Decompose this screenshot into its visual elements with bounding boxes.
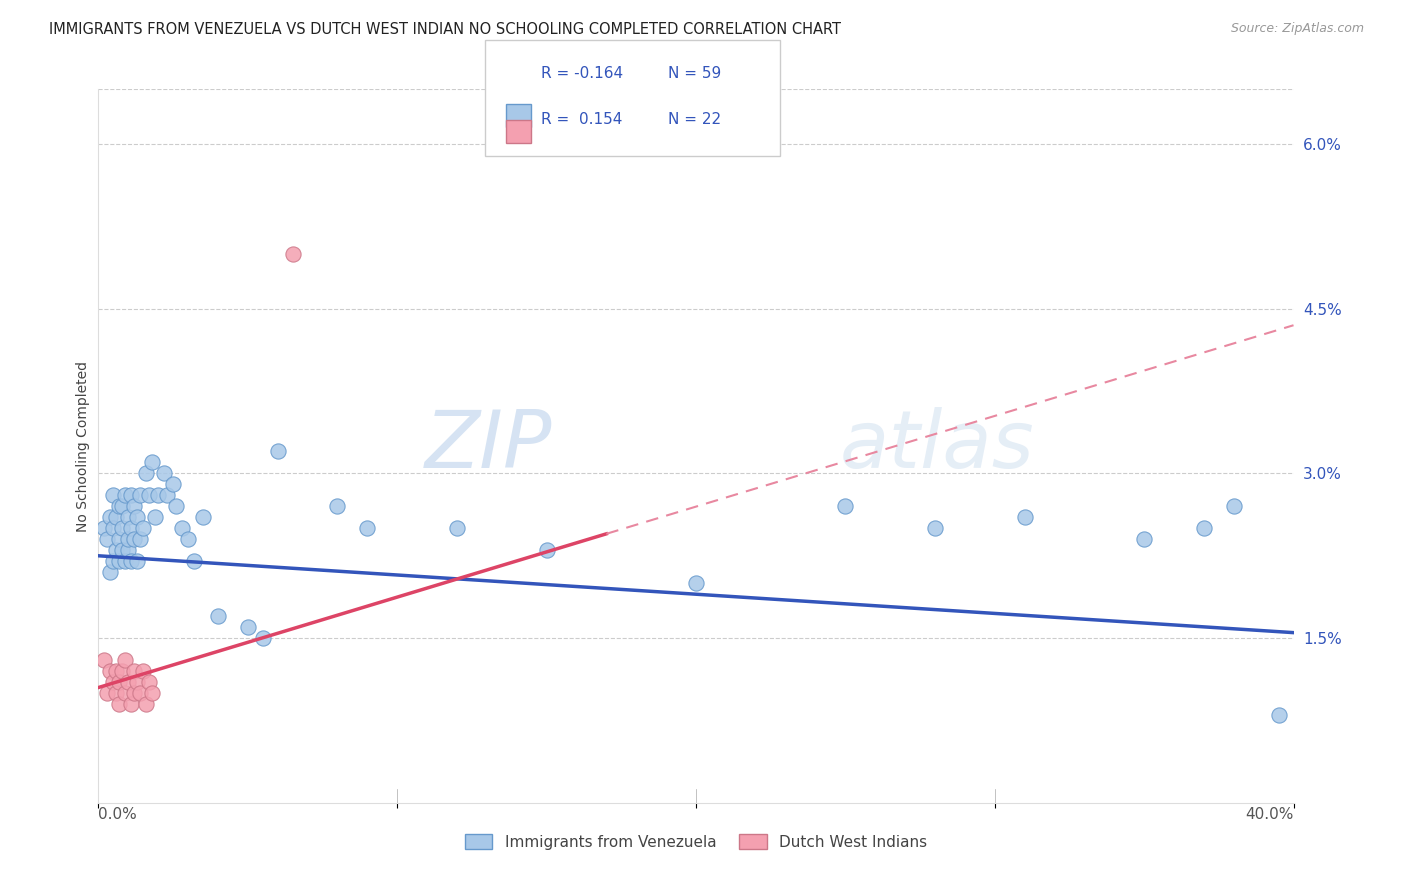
Point	[172, 521, 194, 535]
Point	[162, 477, 184, 491]
Point	[135, 697, 157, 711]
Point	[153, 467, 176, 481]
Point	[105, 664, 128, 678]
Point	[191, 510, 214, 524]
Point	[105, 686, 128, 700]
Point	[114, 686, 136, 700]
Point	[124, 686, 146, 700]
Point	[252, 631, 274, 645]
Point	[108, 675, 131, 690]
Point	[111, 543, 134, 558]
Point	[98, 566, 122, 580]
Point	[138, 675, 160, 690]
Text: 40.0%: 40.0%	[1246, 807, 1294, 822]
Point	[141, 686, 163, 700]
Point	[1267, 708, 1289, 723]
Point	[129, 488, 152, 502]
Point	[141, 455, 163, 469]
Point	[108, 697, 131, 711]
Point	[127, 510, 149, 524]
Point	[143, 510, 166, 524]
Point	[1223, 500, 1246, 514]
Legend: Immigrants from Venezuela, Dutch West Indians: Immigrants from Venezuela, Dutch West In…	[458, 828, 934, 855]
Point	[207, 609, 229, 624]
Text: R =  0.154: R = 0.154	[541, 112, 623, 127]
Point	[117, 510, 139, 524]
Point	[103, 521, 125, 535]
Point	[183, 554, 205, 568]
Text: N = 59: N = 59	[668, 66, 721, 80]
Point	[108, 533, 131, 547]
Point	[165, 500, 187, 514]
Point	[114, 488, 136, 502]
Point	[281, 247, 304, 261]
Point	[135, 467, 157, 481]
Point	[1192, 521, 1215, 535]
Point	[132, 521, 155, 535]
Point	[96, 533, 118, 547]
Text: ZIP: ZIP	[425, 407, 553, 485]
Point	[129, 533, 152, 547]
Point	[1133, 533, 1156, 547]
Text: R = -0.164: R = -0.164	[541, 66, 623, 80]
Point	[536, 543, 558, 558]
Point	[924, 521, 946, 535]
Point	[127, 675, 149, 690]
Point	[117, 543, 139, 558]
Point	[124, 664, 146, 678]
Point	[103, 554, 125, 568]
Y-axis label: No Schooling Completed: No Schooling Completed	[76, 360, 90, 532]
Point	[98, 664, 122, 678]
Point	[108, 554, 131, 568]
Point	[138, 488, 160, 502]
Point	[127, 554, 149, 568]
Point	[114, 554, 136, 568]
Point	[124, 533, 146, 547]
Point	[114, 653, 136, 667]
Point	[117, 675, 139, 690]
Point	[267, 444, 290, 458]
Point	[1014, 510, 1036, 524]
Point	[446, 521, 468, 535]
Point	[111, 664, 134, 678]
Point	[834, 500, 856, 514]
Point	[120, 554, 142, 568]
Text: 0.0%: 0.0%	[98, 807, 138, 822]
Point	[105, 543, 128, 558]
Point	[108, 500, 131, 514]
Point	[156, 488, 179, 502]
Point	[117, 533, 139, 547]
Point	[120, 488, 142, 502]
Point	[124, 500, 146, 514]
Point	[236, 620, 259, 634]
Point	[96, 686, 118, 700]
Point	[120, 521, 142, 535]
Text: N = 22: N = 22	[668, 112, 721, 127]
Point	[356, 521, 378, 535]
Point	[93, 653, 115, 667]
Text: Source: ZipAtlas.com: Source: ZipAtlas.com	[1230, 22, 1364, 36]
Point	[685, 576, 707, 591]
Point	[105, 510, 128, 524]
Point	[148, 488, 170, 502]
Point	[93, 521, 115, 535]
Point	[103, 675, 125, 690]
Point	[111, 521, 134, 535]
Point	[120, 697, 142, 711]
Point	[132, 664, 155, 678]
Point	[103, 488, 125, 502]
Point	[177, 533, 200, 547]
Text: atlas: atlas	[839, 407, 1035, 485]
Text: IMMIGRANTS FROM VENEZUELA VS DUTCH WEST INDIAN NO SCHOOLING COMPLETED CORRELATIO: IMMIGRANTS FROM VENEZUELA VS DUTCH WEST …	[49, 22, 841, 37]
Point	[129, 686, 152, 700]
Point	[98, 510, 122, 524]
Point	[111, 500, 134, 514]
Point	[326, 500, 349, 514]
